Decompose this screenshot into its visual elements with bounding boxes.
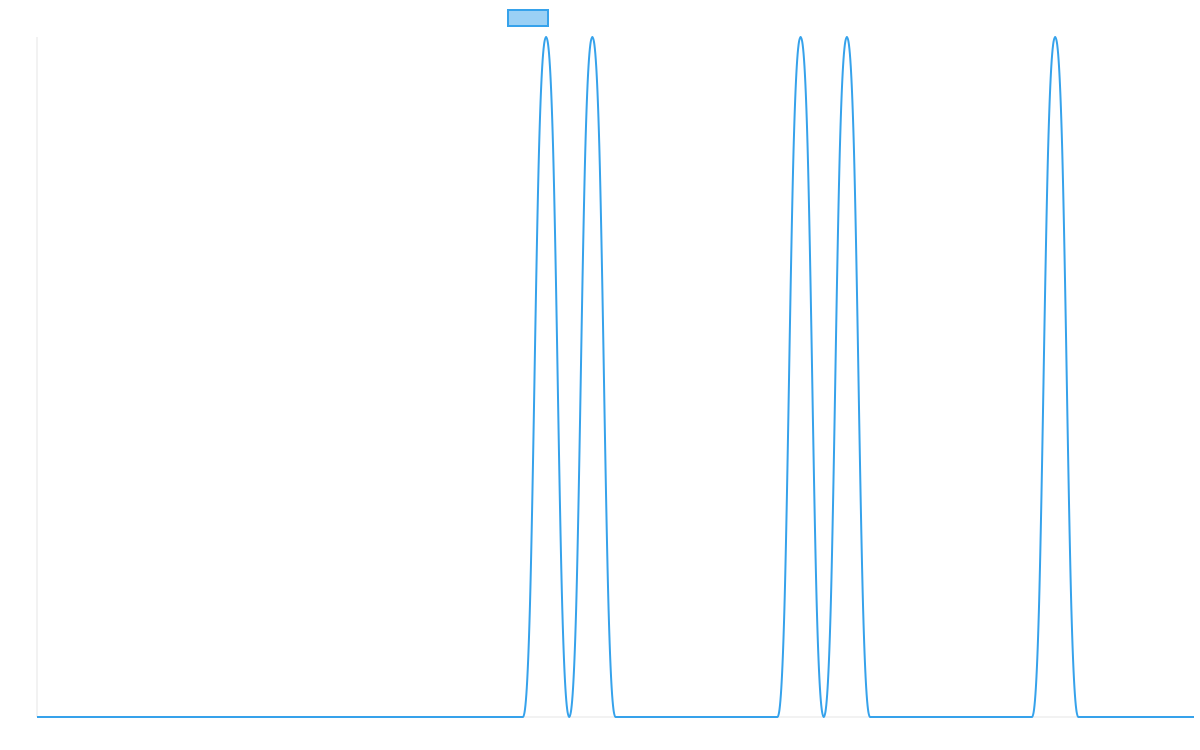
data-point[interactable]	[1052, 34, 1058, 40]
data-point[interactable]	[636, 714, 642, 720]
data-point[interactable]	[497, 714, 503, 720]
data-point[interactable]	[1122, 714, 1128, 720]
data-point[interactable]	[196, 714, 202, 720]
legend[interactable]	[507, 9, 549, 27]
data-point[interactable]	[960, 714, 966, 720]
data-point[interactable]	[1168, 714, 1174, 720]
data-point[interactable]	[404, 714, 410, 720]
data-point[interactable]	[427, 714, 433, 720]
data-point[interactable]	[103, 714, 109, 720]
data-point[interactable]	[451, 714, 457, 720]
data-point[interactable]	[1029, 714, 1035, 720]
data-point[interactable]	[312, 714, 318, 720]
data-point[interactable]	[358, 714, 364, 720]
data-point[interactable]	[867, 714, 873, 720]
data-point[interactable]	[34, 714, 40, 720]
data-point[interactable]	[80, 714, 86, 720]
data-point[interactable]	[381, 714, 387, 720]
data-point[interactable]	[798, 34, 804, 40]
data-point[interactable]	[774, 714, 780, 720]
data-point[interactable]	[520, 714, 526, 720]
data-point[interactable]	[265, 714, 271, 720]
data-point[interactable]	[1098, 714, 1104, 720]
data-point[interactable]	[242, 714, 248, 720]
data-point[interactable]	[1006, 714, 1012, 720]
data-point[interactable]	[890, 714, 896, 720]
data-point[interactable]	[705, 714, 711, 720]
data-point[interactable]	[613, 714, 619, 720]
plot-area	[34, 34, 1197, 720]
data-point[interactable]	[1075, 714, 1081, 720]
data-point[interactable]	[682, 714, 688, 720]
data-point[interactable]	[57, 714, 63, 720]
data-point[interactable]	[751, 714, 757, 720]
data-point[interactable]	[844, 34, 850, 40]
data-point[interactable]	[728, 714, 734, 720]
legend-swatch[interactable]	[507, 9, 549, 27]
data-point[interactable]	[913, 714, 919, 720]
data-point[interactable]	[219, 714, 225, 720]
data-point[interactable]	[983, 714, 989, 720]
data-point[interactable]	[1191, 714, 1197, 720]
data-point[interactable]	[127, 714, 133, 720]
data-point[interactable]	[1145, 714, 1151, 720]
data-point[interactable]	[335, 714, 341, 720]
data-point[interactable]	[566, 714, 572, 720]
data-point[interactable]	[821, 714, 827, 720]
data-point[interactable]	[543, 34, 549, 40]
data-point[interactable]	[474, 714, 480, 720]
data-point[interactable]	[659, 714, 665, 720]
data-point[interactable]	[936, 714, 942, 720]
data-point[interactable]	[150, 714, 156, 720]
series-line	[36, 35, 1194, 719]
axes	[36, 37, 1194, 718]
data-point[interactable]	[289, 714, 295, 720]
data-point[interactable]	[173, 714, 179, 720]
data-point[interactable]	[589, 34, 595, 40]
